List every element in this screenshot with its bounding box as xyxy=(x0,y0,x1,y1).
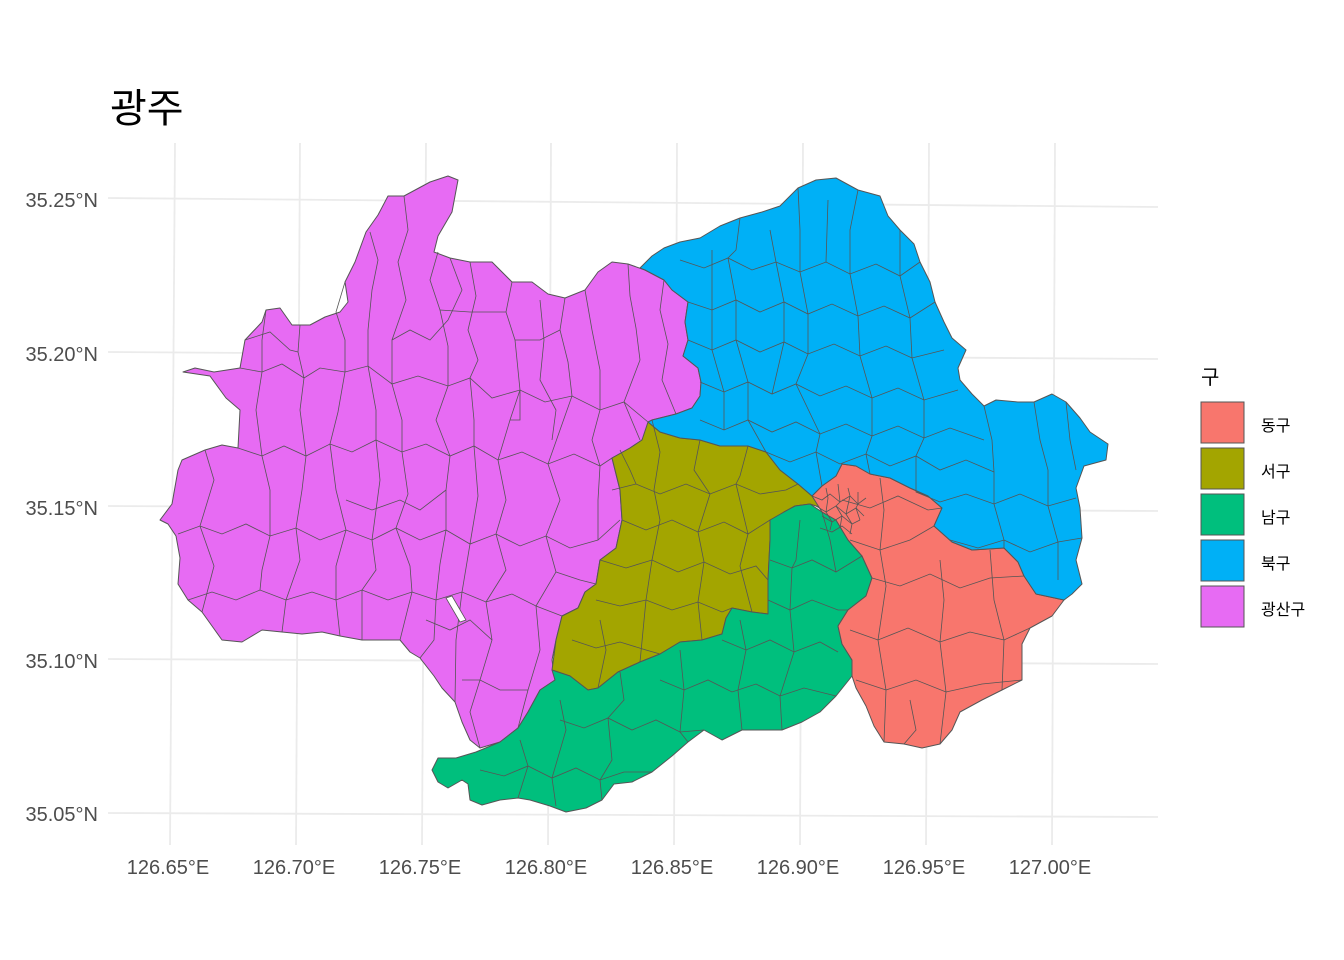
x-tick-label: 126.70°E xyxy=(253,857,336,879)
y-tick-label: 35.10°N xyxy=(26,651,99,673)
x-tick-label: 126.75°E xyxy=(379,857,462,879)
neighborhood-boundaries xyxy=(177,187,1083,807)
legend: 구 동구 서구 남구 북구 광산구 xyxy=(1200,365,1305,628)
x-tick-label: 126.85°E xyxy=(631,857,714,879)
legend-label: 남구 xyxy=(1261,508,1290,527)
legend-swatch-seo xyxy=(1200,447,1245,490)
legend-swatch-gwangsan xyxy=(1200,585,1245,628)
y-axis-ticks: 35.25°N 35.20°N 35.15°N 35.10°N 35.05°N xyxy=(26,190,99,826)
x-tick-label: 126.90°E xyxy=(757,857,840,879)
x-axis-ticks: 126.65°E 126.70°E 126.75°E 126.80°E 126.… xyxy=(127,857,1092,879)
x-tick-label: 126.95°E xyxy=(883,857,966,879)
map-gap xyxy=(445,595,467,623)
x-tick-label: 126.65°E xyxy=(127,857,210,879)
map-title: 광주 xyxy=(110,86,184,132)
legend-swatch-nam xyxy=(1200,493,1245,536)
legend-label: 서구 xyxy=(1261,462,1290,481)
x-tick-label: 127.00°E xyxy=(1009,857,1092,879)
y-tick-label: 35.05°N xyxy=(26,804,99,826)
legend-label: 동구 xyxy=(1261,416,1290,435)
district-buk[interactable] xyxy=(639,177,1109,601)
legend-label: 북구 xyxy=(1261,554,1290,573)
y-tick-label: 35.25°N xyxy=(26,190,99,212)
x-tick-label: 126.80°E xyxy=(505,857,588,879)
legend-swatch-dong xyxy=(1200,401,1245,444)
legend-label: 광산구 xyxy=(1261,600,1305,619)
y-tick-label: 35.20°N xyxy=(26,344,99,366)
legend-title: 구 xyxy=(1201,365,1219,389)
legend-swatch-buk xyxy=(1200,539,1245,582)
y-tick-label: 35.15°N xyxy=(26,498,99,520)
